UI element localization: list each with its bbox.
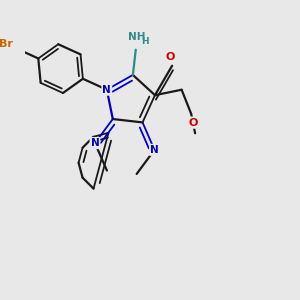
Text: Br: Br	[0, 39, 13, 49]
Text: N: N	[150, 145, 159, 155]
Text: O: O	[166, 52, 175, 62]
Text: O: O	[188, 118, 198, 128]
Text: H: H	[141, 37, 148, 46]
Text: NH: NH	[128, 32, 146, 42]
Text: N: N	[102, 85, 111, 95]
Text: N: N	[91, 138, 99, 148]
